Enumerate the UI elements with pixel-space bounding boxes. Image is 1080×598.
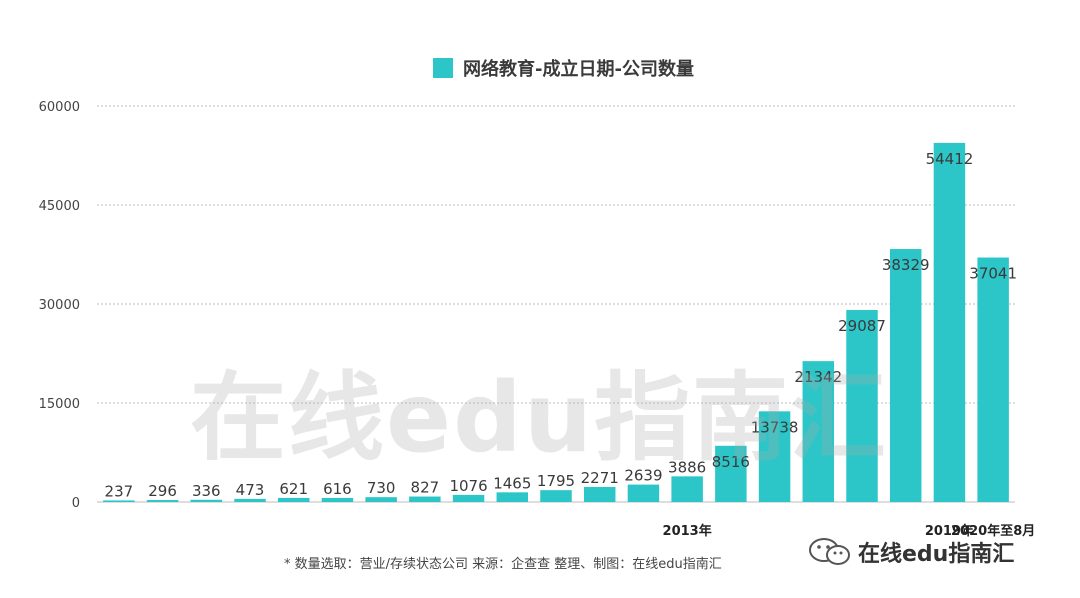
data-label: 730 xyxy=(367,479,396,497)
bar xyxy=(758,411,791,502)
y-tick-label: 15000 xyxy=(39,397,80,412)
bar xyxy=(496,492,529,502)
bar xyxy=(452,494,485,502)
bar xyxy=(889,249,922,502)
data-label: 827 xyxy=(411,479,440,497)
data-label: 616 xyxy=(323,480,352,498)
bar xyxy=(146,500,179,502)
x-tick-label: 2013年 xyxy=(663,523,712,539)
bar xyxy=(540,490,572,502)
data-label: 37041 xyxy=(969,265,1017,283)
data-label: 2639 xyxy=(624,467,662,485)
data-label: 2271 xyxy=(581,469,619,487)
footnote: * 数量选取：营业/存续状态公司 来源：企查查 整理、制图：在线edu指南汇 xyxy=(284,557,722,572)
bar xyxy=(671,476,703,502)
bar xyxy=(365,497,397,502)
y-tick-label: 60000 xyxy=(39,100,80,115)
bar xyxy=(627,484,660,502)
y-tick-label: 45000 xyxy=(39,199,80,214)
data-label: 38329 xyxy=(882,256,930,274)
brand-name: 在线edu指南汇 xyxy=(858,542,1015,567)
y-tick-label: 30000 xyxy=(39,298,80,313)
bar xyxy=(715,445,747,502)
data-label: 1076 xyxy=(449,477,487,495)
y-axis-ticks: 0 15000 30000 45000 60000 xyxy=(39,100,80,511)
bar xyxy=(977,257,1009,502)
bar xyxy=(409,496,441,502)
data-label: 237 xyxy=(105,482,134,500)
data-label: 621 xyxy=(279,480,308,498)
bar xyxy=(103,500,135,502)
data-label: 1465 xyxy=(493,474,531,492)
data-label: 21342 xyxy=(794,368,842,386)
bar xyxy=(802,361,835,502)
wechat-icon xyxy=(809,538,850,565)
data-label: 29087 xyxy=(838,317,886,335)
watermark: 在线edu指南汇 xyxy=(190,362,889,474)
data-label: 1795 xyxy=(537,472,575,490)
brand: 在线edu指南汇 xyxy=(808,536,1014,568)
y-tick-label: 0 xyxy=(72,496,80,511)
data-label: 3886 xyxy=(668,458,706,476)
bar xyxy=(321,497,354,502)
data-label: 296 xyxy=(148,482,177,500)
data-label: 8516 xyxy=(712,453,750,471)
bars xyxy=(103,142,1009,502)
data-label: 13738 xyxy=(751,418,799,436)
x-tick-label: 2019年 xyxy=(925,523,974,539)
legend-label: 网络教育-成立日期-公司数量 xyxy=(463,59,694,80)
bar xyxy=(190,499,223,502)
legend-swatch xyxy=(433,58,453,78)
bar xyxy=(846,310,878,502)
legend: 网络教育-成立日期-公司数量 xyxy=(433,55,694,81)
data-labels: 237 296 336 473 621 616 730 827 1076 1465 1795 2271… xyxy=(105,150,1017,501)
data-label: 473 xyxy=(236,481,265,499)
bar xyxy=(277,497,310,502)
bar xyxy=(583,487,616,502)
bar xyxy=(234,498,266,502)
data-label: 54412 xyxy=(926,150,974,168)
bar xyxy=(933,142,966,502)
data-label: 336 xyxy=(192,482,221,500)
x-tick-label: 2020年至8月 xyxy=(951,523,1035,539)
